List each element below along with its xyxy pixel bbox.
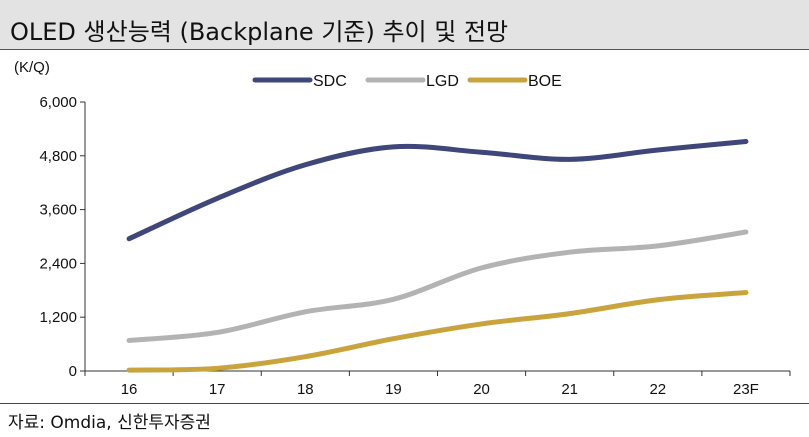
chart-title: OLED 생산능력 (Backplane 기준) 추이 및 전망 <box>10 18 509 46</box>
y-tick-label: 6,000 <box>39 94 77 111</box>
series-line-lgd <box>126 229 749 344</box>
y-unit-label: (K/Q) <box>14 59 50 76</box>
x-tick-label: 23F <box>733 381 759 398</box>
x-tick-label: 16 <box>121 381 138 398</box>
series-line-boe <box>126 290 749 373</box>
y-tick-label: 4,800 <box>39 148 77 165</box>
x-tick-label: 17 <box>209 381 226 398</box>
legend-label-boe: BOE <box>528 73 562 90</box>
y-tick-label: 0 <box>69 363 77 380</box>
x-tick-label: 20 <box>473 381 490 398</box>
source-divider <box>0 403 809 404</box>
x-tick-label: 18 <box>297 381 314 398</box>
x-tick-label: 19 <box>385 381 402 398</box>
y-tick-label: 3,600 <box>39 202 77 219</box>
y-tick-label: 1,200 <box>39 309 77 326</box>
title-bar: OLED 생산능력 (Backplane 기준) 추이 및 전망 <box>0 0 809 50</box>
legend-label-sdc: SDC <box>313 73 347 90</box>
source-note: 자료: Omdia, 신한투자증권 <box>8 413 211 433</box>
x-tick-label: 22 <box>649 381 666 398</box>
legend-label-lgd: LGD <box>426 73 459 90</box>
x-tick-label: 21 <box>561 381 578 398</box>
series-line-sdc <box>126 138 749 242</box>
y-tick-label: 2,400 <box>39 255 77 272</box>
